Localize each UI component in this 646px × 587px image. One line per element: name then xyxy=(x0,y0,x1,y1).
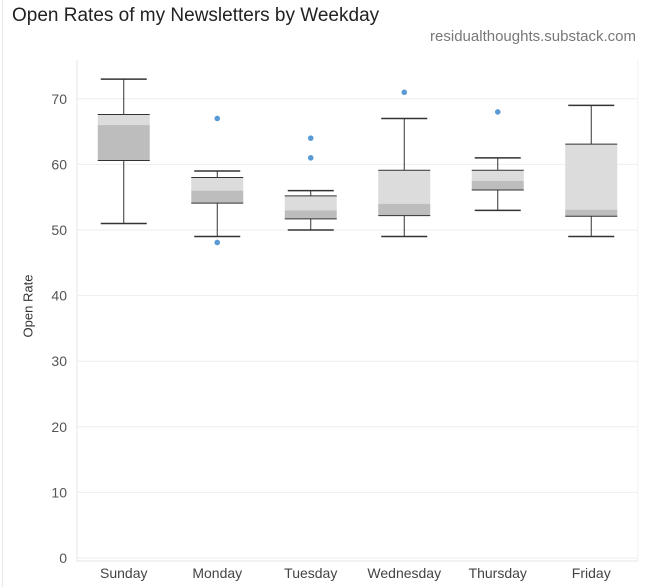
outlier-point-tuesday xyxy=(307,135,314,141)
upper-box-sunday xyxy=(97,114,150,126)
x-tick-label-sunday: Sunday xyxy=(100,565,147,581)
lower-box-monday xyxy=(191,190,244,204)
chart-title: Open Rates of my Newsletters by Weekday xyxy=(12,5,380,26)
y-tick-label: 60 xyxy=(51,156,67,172)
lower-box-friday xyxy=(565,209,618,217)
outlier-point-wednesday xyxy=(401,89,408,96)
x-tick-label-thursday: Thursday xyxy=(469,565,527,581)
upper-box-monday xyxy=(191,177,244,191)
lower-box-thursday xyxy=(471,180,524,190)
lower-box-wednesday xyxy=(378,203,431,216)
y-tick-label: 0 xyxy=(59,550,67,566)
y-tick-label: 50 xyxy=(51,222,67,238)
x-tick-label-wednesday: Wednesday xyxy=(367,565,441,581)
outlier-point-tuesday xyxy=(307,155,314,161)
y-tick-label: 70 xyxy=(51,91,67,107)
upper-box-tuesday xyxy=(284,195,337,211)
upper-box-wednesday xyxy=(378,170,431,204)
outlier-point-monday xyxy=(214,239,221,246)
outlier-point-monday xyxy=(214,115,221,122)
y-tick-label: 30 xyxy=(51,353,67,369)
upper-box-thursday xyxy=(471,170,524,181)
outlier-point-thursday xyxy=(494,109,501,115)
x-tick-label-friday: Friday xyxy=(572,565,611,581)
x-tick-label-tuesday: Tuesday xyxy=(284,565,337,581)
x-tick-label-monday: Monday xyxy=(192,565,242,581)
lower-box-sunday xyxy=(97,125,150,161)
upper-box-friday xyxy=(565,144,618,210)
lower-box-tuesday xyxy=(284,210,337,219)
y-tick-label: 20 xyxy=(51,419,67,435)
y-tick-label: 10 xyxy=(51,484,67,500)
left-border xyxy=(2,0,3,587)
source-label: residualthoughts.substack.com xyxy=(430,28,636,45)
y-tick-label: 40 xyxy=(51,288,67,304)
